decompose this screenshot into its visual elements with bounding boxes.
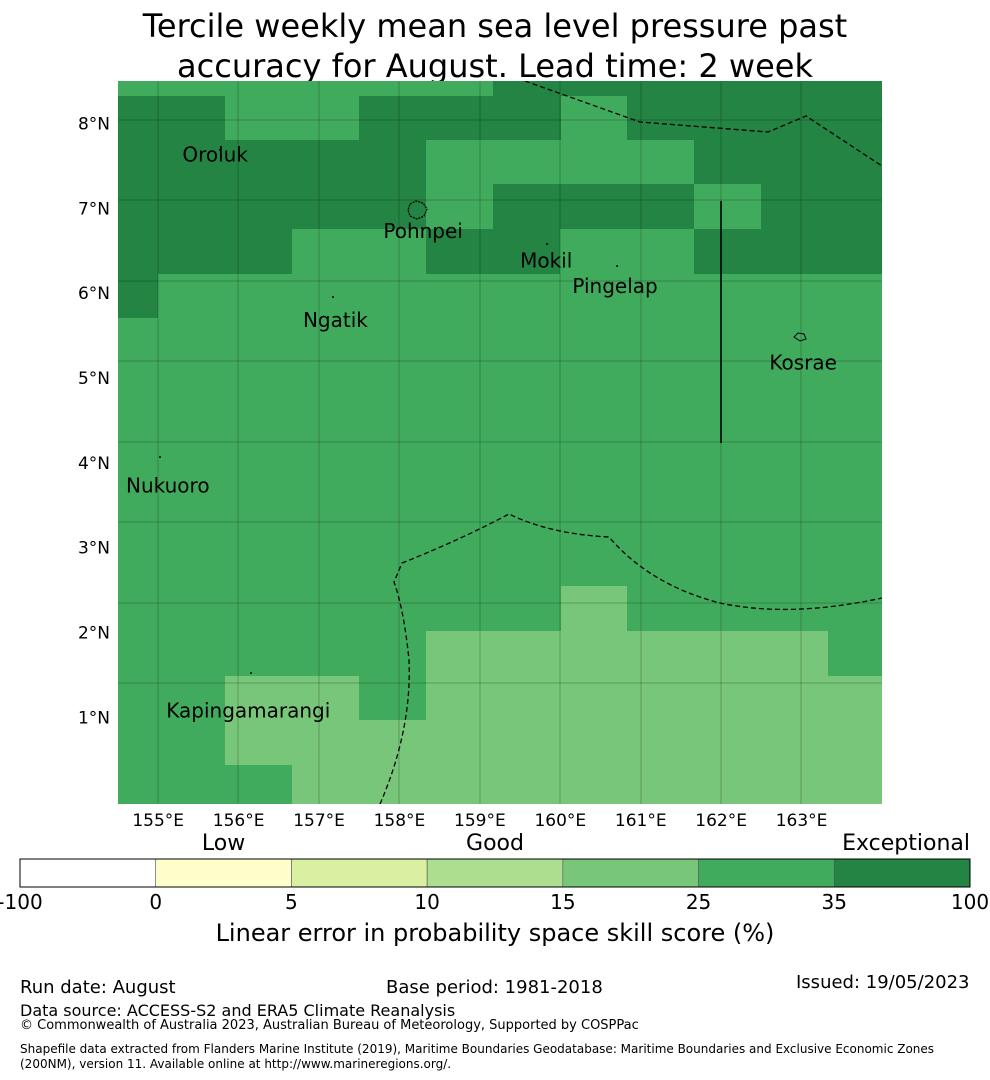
skill-cell	[426, 676, 882, 720]
place-label: Pohnpei	[383, 219, 463, 243]
colorbar-tick-label: 35	[821, 890, 848, 914]
skill-cell	[694, 140, 882, 184]
skill-cell	[225, 720, 882, 765]
skill-cell	[118, 81, 493, 96]
lon-tick-labels: 155°E 156°E 157°E 158°E 159°E 160°E 161°E 162°E…	[132, 811, 827, 831]
lon-tick-label: 157°E	[293, 811, 345, 831]
lon-tick-label: 163°E	[776, 811, 828, 831]
colorbar-box	[426, 858, 564, 888]
nukuoro-island	[159, 456, 161, 458]
lon-tick-label: 160°E	[534, 811, 586, 831]
colorbar-tick-label: 25	[685, 890, 712, 914]
skill-cell	[292, 765, 882, 804]
kosrae-island	[793, 332, 807, 342]
run-date: Run date: August	[20, 977, 176, 998]
lat-tick-labels: 1°N 2°N 3°N 4°N 5°N 6°N 7°N 8°N	[78, 114, 110, 728]
colorbar-tick-label: 10	[414, 890, 440, 914]
skill-cell	[426, 229, 560, 274]
lat-tick-label: 3°N	[78, 539, 110, 559]
colorbar-label: Linear error in probability space skill …	[215, 919, 775, 947]
skill-cell	[694, 229, 882, 274]
kapingamarangi-island	[250, 672, 252, 674]
copyright: © Commonwealth of Australia 2023, Austra…	[20, 1018, 639, 1033]
pohnpei-island	[407, 200, 428, 220]
lat-tick-label: 6°N	[78, 284, 110, 304]
colorbar-box	[155, 858, 292, 888]
skill-cell	[359, 96, 561, 140]
skill-cell	[493, 184, 694, 229]
colorbar-boxes	[19, 858, 971, 888]
colorbar-tick-label: 100	[950, 890, 990, 914]
lat-tick-label: 7°N	[78, 199, 110, 219]
colorbar-box	[291, 858, 428, 888]
skill-cell	[118, 140, 426, 229]
colorbar-category-label: Good	[466, 831, 524, 856]
lat-tick-label: 5°N	[78, 369, 110, 389]
skill-cell	[426, 631, 828, 676]
lon-tick-label: 158°E	[374, 811, 426, 831]
lat-tick-label: 2°N	[78, 624, 110, 644]
map-title: Tercile weekly mean sea level pressure p…	[0, 6, 990, 86]
place-label: Ngatik	[303, 308, 368, 332]
skill-cell	[561, 586, 627, 631]
colorbar-category-label: Low	[201, 831, 246, 856]
eez-boundary	[379, 513, 882, 804]
gridlines	[118, 81, 882, 804]
ngatik-island	[332, 296, 334, 298]
colorbar-tick-label: -100	[0, 890, 43, 914]
colorbar-box	[562, 858, 699, 888]
colorbar-tick-label: 5	[285, 890, 298, 914]
place-label: Nukuoro	[126, 474, 210, 498]
issued-date: Issued: 19/05/2023	[796, 972, 970, 993]
colorbar-box	[833, 858, 971, 888]
eez-boundaries	[379, 81, 882, 804]
mokil-island	[546, 243, 548, 245]
lon-tick-label: 161°E	[615, 811, 667, 831]
lat-tick-label: 1°N	[78, 708, 110, 728]
lat-tick-label: 8°N	[78, 114, 110, 134]
oroluk-island	[219, 149, 221, 151]
eez-boundary	[524, 81, 882, 167]
skill-cell	[118, 96, 225, 140]
place-label: Oroluk	[182, 143, 248, 167]
skill-cell	[118, 229, 292, 274]
title-line-2: accuracy for August. Lead time: 2 week	[177, 47, 813, 85]
lon-tick-label: 162°E	[695, 811, 747, 831]
title-line-1: Tercile weekly mean sea level pressure p…	[142, 7, 848, 45]
skill-cell	[225, 676, 359, 720]
lon-tick-label: 156°E	[213, 811, 265, 831]
place-label: Pingelap	[572, 274, 657, 298]
colorbar-box	[19, 858, 157, 888]
skill-cell	[493, 81, 882, 96]
colorbar	[19, 858, 971, 888]
place-label: Mokil	[520, 249, 572, 273]
place-label: Kapingamarangi	[166, 698, 330, 722]
lat-tick-label: 4°N	[78, 454, 110, 474]
colorbar-box	[698, 858, 835, 888]
data-source: Data source: ACCESS-S2 and ERA5 Climate …	[20, 1001, 456, 1020]
shapefile-credit-1: Shapefile data extracted from Flanders M…	[20, 1042, 935, 1056]
skill-grid	[118, 81, 882, 804]
colorbar-outline	[19, 858, 971, 888]
base-period: Base period: 1981-2018	[386, 977, 603, 998]
colorbar-tick-label: 15	[550, 890, 576, 914]
skill-cell	[118, 274, 158, 318]
lon-tick-label: 155°E	[132, 811, 184, 831]
skill-cell	[761, 184, 882, 229]
place-label: Kosrae	[769, 351, 837, 375]
colorbar-category-label: Exceptional	[842, 831, 970, 856]
pingelap-island	[616, 265, 618, 267]
lon-tick-label: 159°E	[454, 811, 506, 831]
skill-cell	[627, 96, 882, 140]
shapefile-credit-2: (200NM), version 11. Available online at…	[20, 1057, 452, 1071]
colorbar-tick-label: 0	[149, 890, 163, 914]
